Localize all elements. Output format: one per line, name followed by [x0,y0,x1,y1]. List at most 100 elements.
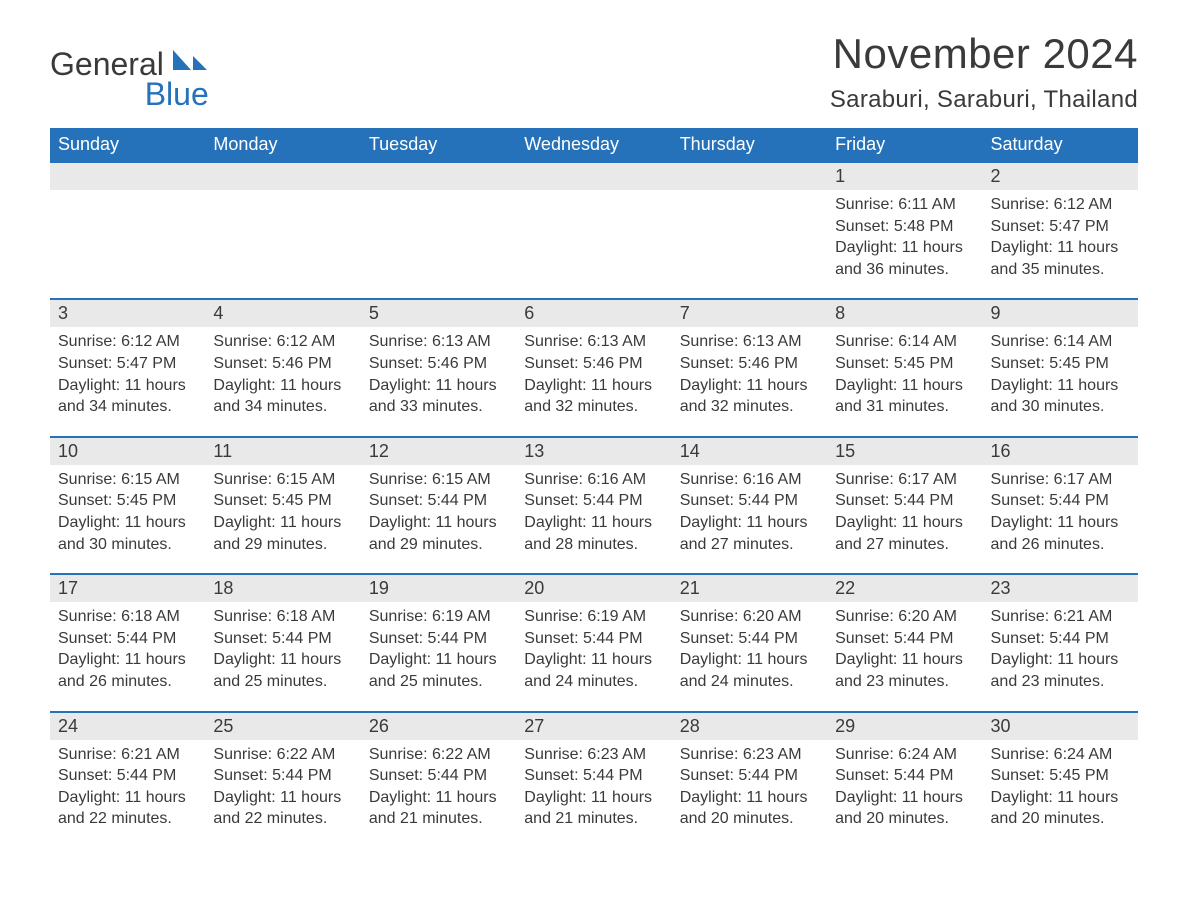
day-number-bar-empty [205,163,360,190]
calendar: SundayMondayTuesdayWednesdayThursdayFrid… [50,128,1138,834]
week-row: 24Sunrise: 6:21 AMSunset: 5:44 PMDayligh… [50,711,1138,834]
day-body: Sunrise: 6:18 AMSunset: 5:44 PMDaylight:… [50,602,205,696]
daylight-line: Daylight: 11 hours [524,649,663,671]
day-number: 30 [983,713,1138,740]
sunset-line: Sunset: 5:44 PM [213,628,352,650]
daylight-line: Daylight: 11 hours [58,375,197,397]
day-body: Sunrise: 6:23 AMSunset: 5:44 PMDaylight:… [672,740,827,834]
sunrise-line: Sunrise: 6:23 AM [680,744,819,766]
sunrise-line: Sunrise: 6:18 AM [58,606,197,628]
day-body: Sunrise: 6:12 AMSunset: 5:47 PMDaylight:… [983,190,1138,284]
daylight-line: and 24 minutes. [524,671,663,693]
day-number: 10 [50,438,205,465]
day-cell: 28Sunrise: 6:23 AMSunset: 5:44 PMDayligh… [672,713,827,834]
day-cell: 23Sunrise: 6:21 AMSunset: 5:44 PMDayligh… [983,575,1138,696]
daylight-line: Daylight: 11 hours [213,512,352,534]
daylight-line: Daylight: 11 hours [369,512,508,534]
day-cell: 27Sunrise: 6:23 AMSunset: 5:44 PMDayligh… [516,713,671,834]
daylight-line: Daylight: 11 hours [58,649,197,671]
day-number: 14 [672,438,827,465]
day-cell: 3Sunrise: 6:12 AMSunset: 5:47 PMDaylight… [50,300,205,421]
daylight-line: and 21 minutes. [524,808,663,830]
daylight-line: Daylight: 11 hours [369,787,508,809]
sunrise-line: Sunrise: 6:17 AM [991,469,1130,491]
daylight-line: and 25 minutes. [369,671,508,693]
day-number: 28 [672,713,827,740]
day-cell [361,163,516,284]
day-cell: 7Sunrise: 6:13 AMSunset: 5:46 PMDaylight… [672,300,827,421]
daylight-line: Daylight: 11 hours [680,787,819,809]
day-cell: 13Sunrise: 6:16 AMSunset: 5:44 PMDayligh… [516,438,671,559]
day-body: Sunrise: 6:15 AMSunset: 5:45 PMDaylight:… [50,465,205,559]
daylight-line: Daylight: 11 hours [680,512,819,534]
day-cell: 14Sunrise: 6:16 AMSunset: 5:44 PMDayligh… [672,438,827,559]
header: General Blue November 2024 Saraburi, Sar… [50,30,1138,114]
daylight-line: and 21 minutes. [369,808,508,830]
day-cell [516,163,671,284]
location-subtitle: Saraburi, Saraburi, Thailand [830,86,1138,114]
day-body: Sunrise: 6:20 AMSunset: 5:44 PMDaylight:… [672,602,827,696]
day-number: 13 [516,438,671,465]
day-number: 1 [827,163,982,190]
sunset-line: Sunset: 5:44 PM [991,490,1130,512]
sunset-line: Sunset: 5:44 PM [680,765,819,787]
sunrise-line: Sunrise: 6:19 AM [524,606,663,628]
day-number: 21 [672,575,827,602]
sunset-line: Sunset: 5:44 PM [369,490,508,512]
sunrise-line: Sunrise: 6:11 AM [835,194,974,216]
day-cell: 16Sunrise: 6:17 AMSunset: 5:44 PMDayligh… [983,438,1138,559]
day-body: Sunrise: 6:15 AMSunset: 5:45 PMDaylight:… [205,465,360,559]
sunrise-line: Sunrise: 6:16 AM [680,469,819,491]
day-body: Sunrise: 6:22 AMSunset: 5:44 PMDaylight:… [361,740,516,834]
day-number: 2 [983,163,1138,190]
daylight-line: and 20 minutes. [991,808,1130,830]
sunset-line: Sunset: 5:44 PM [524,628,663,650]
sunset-line: Sunset: 5:44 PM [835,765,974,787]
day-body: Sunrise: 6:15 AMSunset: 5:44 PMDaylight:… [361,465,516,559]
day-number: 8 [827,300,982,327]
month-year-title: November 2024 [830,30,1138,78]
daylight-line: and 23 minutes. [991,671,1130,693]
sunset-line: Sunset: 5:47 PM [58,353,197,375]
sunrise-line: Sunrise: 6:23 AM [524,744,663,766]
day-body: Sunrise: 6:17 AMSunset: 5:44 PMDaylight:… [983,465,1138,559]
day-header-cell: Monday [205,128,360,161]
sunrise-line: Sunrise: 6:17 AM [835,469,974,491]
day-body: Sunrise: 6:12 AMSunset: 5:46 PMDaylight:… [205,327,360,421]
day-number: 9 [983,300,1138,327]
day-body: Sunrise: 6:14 AMSunset: 5:45 PMDaylight:… [983,327,1138,421]
day-cell: 21Sunrise: 6:20 AMSunset: 5:44 PMDayligh… [672,575,827,696]
daylight-line: and 20 minutes. [835,808,974,830]
day-body: Sunrise: 6:13 AMSunset: 5:46 PMDaylight:… [516,327,671,421]
day-cell: 25Sunrise: 6:22 AMSunset: 5:44 PMDayligh… [205,713,360,834]
daylight-line: Daylight: 11 hours [835,237,974,259]
day-number: 26 [361,713,516,740]
day-number: 16 [983,438,1138,465]
day-number: 6 [516,300,671,327]
daylight-line: Daylight: 11 hours [213,787,352,809]
day-header-cell: Tuesday [361,128,516,161]
daylight-line: and 23 minutes. [835,671,974,693]
week-row: 10Sunrise: 6:15 AMSunset: 5:45 PMDayligh… [50,436,1138,559]
sunset-line: Sunset: 5:44 PM [369,628,508,650]
sunset-line: Sunset: 5:44 PM [524,490,663,512]
sunset-line: Sunset: 5:44 PM [680,628,819,650]
day-number: 27 [516,713,671,740]
day-body: Sunrise: 6:24 AMSunset: 5:44 PMDaylight:… [827,740,982,834]
day-body: Sunrise: 6:21 AMSunset: 5:44 PMDaylight:… [50,740,205,834]
title-block: November 2024 Saraburi, Saraburi, Thaila… [830,30,1138,114]
day-number: 18 [205,575,360,602]
logo: General Blue [50,30,209,110]
day-body: Sunrise: 6:11 AMSunset: 5:48 PMDaylight:… [827,190,982,284]
sunrise-line: Sunrise: 6:22 AM [213,744,352,766]
daylight-line: Daylight: 11 hours [835,649,974,671]
week-row: 17Sunrise: 6:18 AMSunset: 5:44 PMDayligh… [50,573,1138,696]
daylight-line: Daylight: 11 hours [369,649,508,671]
day-body: Sunrise: 6:19 AMSunset: 5:44 PMDaylight:… [516,602,671,696]
sunrise-line: Sunrise: 6:22 AM [369,744,508,766]
sunrise-line: Sunrise: 6:19 AM [369,606,508,628]
sunset-line: Sunset: 5:44 PM [524,765,663,787]
daylight-line: Daylight: 11 hours [991,512,1130,534]
daylight-line: Daylight: 11 hours [991,375,1130,397]
daylight-line: and 25 minutes. [213,671,352,693]
